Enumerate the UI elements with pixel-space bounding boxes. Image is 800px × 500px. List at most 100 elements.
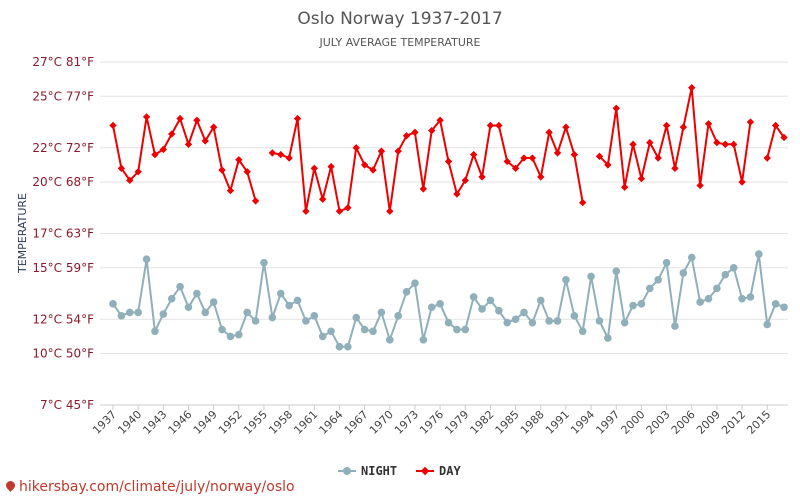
day-point[interactable] [109, 121, 117, 130]
night-point[interactable] [528, 318, 537, 327]
night-point[interactable] [444, 318, 453, 327]
day-point[interactable] [729, 140, 738, 148]
night-point[interactable] [394, 312, 402, 320]
night-point[interactable] [142, 255, 151, 264]
day-point[interactable] [562, 123, 570, 131]
night-point[interactable] [335, 342, 344, 351]
legend-item-day[interactable]: DAY [416, 464, 461, 478]
night-point[interactable] [587, 272, 595, 281]
day-point[interactable] [478, 173, 486, 181]
day-point[interactable] [671, 164, 679, 173]
day-point[interactable] [377, 147, 386, 155]
legend-item-night[interactable]: NIGHT [338, 464, 397, 478]
day-point[interactable] [419, 185, 428, 193]
day-point[interactable] [159, 145, 168, 154]
night-point[interactable] [536, 296, 545, 305]
night-point[interactable] [713, 284, 721, 293]
day-point[interactable] [469, 150, 478, 159]
night-point[interactable] [302, 317, 310, 325]
day-point[interactable] [662, 121, 671, 130]
night-point[interactable] [226, 332, 235, 341]
night-point[interactable] [243, 308, 251, 317]
night-point[interactable] [503, 318, 512, 327]
day-point[interactable] [629, 140, 637, 148]
night-point[interactable] [151, 327, 159, 336]
day-point[interactable] [327, 162, 335, 171]
day-point[interactable] [335, 207, 344, 215]
day-point[interactable] [461, 176, 469, 185]
day-point[interactable] [293, 114, 302, 123]
night-point[interactable] [184, 303, 193, 312]
night-point[interactable] [486, 296, 495, 305]
night-point[interactable] [352, 313, 361, 322]
day-point[interactable] [570, 150, 578, 159]
day-point[interactable] [268, 149, 277, 157]
day-point[interactable] [168, 130, 176, 138]
night-point[interactable] [553, 317, 562, 325]
day-point[interactable] [495, 121, 503, 130]
night-point[interactable] [562, 276, 570, 284]
night-point[interactable] [620, 318, 629, 327]
night-point[interactable] [629, 301, 637, 310]
day-point[interactable] [226, 186, 235, 195]
day-point[interactable] [344, 204, 352, 212]
day-point[interactable] [746, 118, 755, 126]
day-point[interactable] [528, 154, 537, 162]
day-point[interactable] [243, 168, 251, 176]
night-point[interactable] [218, 325, 226, 334]
night-point[interactable] [654, 276, 662, 284]
night-point[interactable] [637, 300, 646, 308]
night-point[interactable] [411, 279, 419, 288]
night-point[interactable] [671, 322, 679, 330]
night-point[interactable] [385, 336, 394, 344]
day-point[interactable] [117, 164, 126, 173]
night-point[interactable] [570, 312, 579, 320]
day-point[interactable] [184, 140, 193, 148]
day-point[interactable] [142, 113, 151, 121]
night-point[interactable] [235, 330, 243, 339]
night-point[interactable] [209, 298, 218, 306]
night-point[interactable] [721, 270, 730, 279]
night-point[interactable] [251, 317, 260, 325]
day-point[interactable] [176, 114, 184, 123]
day-point[interactable] [251, 197, 260, 205]
legend[interactable]: NIGHT DAY [338, 464, 461, 478]
day-point[interactable] [218, 166, 226, 174]
day-point[interactable] [713, 138, 721, 147]
day-point[interactable] [704, 120, 713, 128]
day-point[interactable] [486, 121, 495, 130]
night-point[interactable] [679, 269, 688, 277]
day-point[interactable] [386, 207, 394, 215]
day-point[interactable] [537, 173, 545, 181]
night-point[interactable] [260, 258, 268, 267]
day-point[interactable] [688, 84, 696, 92]
night-point[interactable] [318, 332, 327, 341]
day-point[interactable] [428, 126, 436, 135]
night-point[interactable] [746, 293, 755, 301]
night-point[interactable] [125, 308, 134, 317]
night-point[interactable] [402, 288, 411, 296]
night-point[interactable] [612, 267, 621, 276]
day-point[interactable] [579, 198, 587, 207]
night-point[interactable] [511, 315, 520, 324]
day-point[interactable] [411, 128, 419, 136]
night-point[interactable] [763, 320, 772, 329]
night-point[interactable] [453, 325, 461, 334]
day-point[interactable] [352, 144, 360, 152]
night-point[interactable] [604, 334, 612, 342]
day-point[interactable] [721, 140, 729, 148]
night-point[interactable] [293, 296, 302, 305]
night-point[interactable] [696, 298, 704, 306]
day-point[interactable] [402, 132, 411, 140]
day-point[interactable] [637, 174, 646, 183]
night-point[interactable] [419, 336, 428, 344]
day-point[interactable] [193, 116, 201, 124]
night-point[interactable] [595, 317, 604, 325]
day-point[interactable] [319, 195, 327, 203]
night-point[interactable] [771, 300, 780, 308]
night-point[interactable] [369, 327, 377, 336]
night-point[interactable] [755, 250, 763, 258]
night-point[interactable] [780, 303, 788, 312]
night-point[interactable] [193, 289, 201, 298]
day-point[interactable] [763, 154, 771, 162]
